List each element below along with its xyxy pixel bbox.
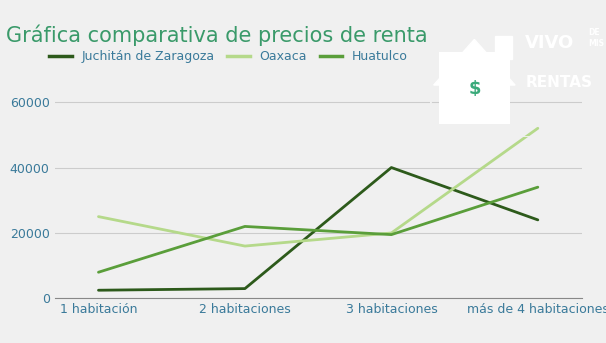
Text: $: $ xyxy=(468,80,481,98)
FancyBboxPatch shape xyxy=(439,52,510,124)
Text: VIVO: VIVO xyxy=(525,34,574,52)
Legend: Juchitán de Zaragoza, Oaxaca, Huatulco: Juchitán de Zaragoza, Oaxaca, Huatulco xyxy=(44,45,413,68)
Text: Gráfica comparativa de precios de renta: Gráfica comparativa de precios de renta xyxy=(6,24,428,46)
Bar xyxy=(494,36,511,59)
Text: DE: DE xyxy=(588,28,600,37)
Text: MIS: MIS xyxy=(588,39,604,48)
Text: RENTAS: RENTAS xyxy=(525,75,592,90)
Polygon shape xyxy=(434,39,515,85)
